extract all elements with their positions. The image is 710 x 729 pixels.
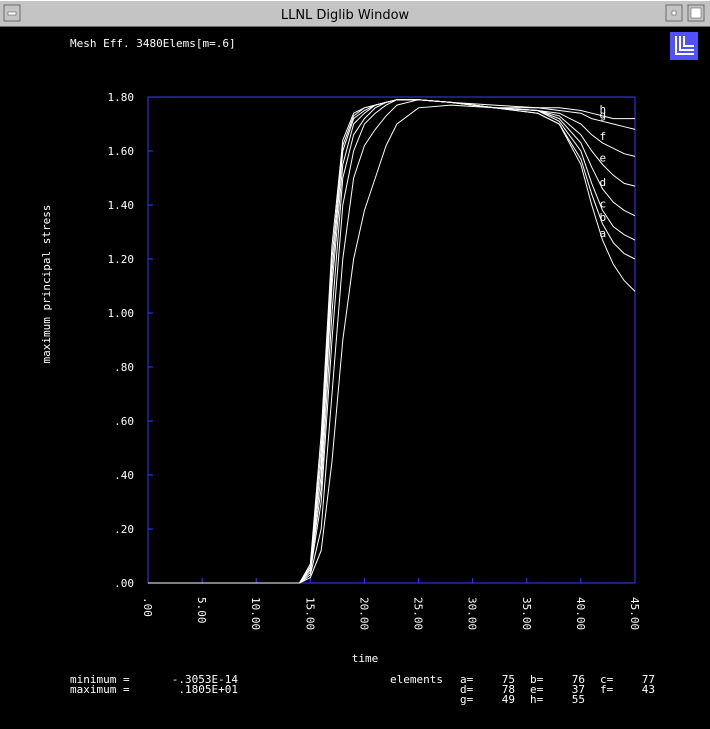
element-count: 55: [572, 693, 585, 706]
series-label: h: [600, 103, 607, 116]
window-title: LLNL Diglib Window: [281, 8, 410, 23]
x-tick-label: 10.00: [249, 597, 262, 630]
series-line: [148, 104, 636, 584]
element-key: e=: [530, 683, 544, 696]
series-label: g: [600, 108, 607, 121]
series-label: d: [600, 176, 607, 189]
plot-frame: [147, 96, 636, 584]
stat-label: minimum =: [70, 673, 130, 686]
element-count: 43: [642, 683, 655, 696]
series-label: c: [600, 197, 607, 210]
x-tick-label: 5.00: [195, 597, 208, 624]
x-axis-label: time: [352, 652, 379, 665]
y-tick-label: 1.00: [108, 307, 135, 320]
stat-value: -.3053E-14: [172, 673, 239, 686]
series-line: [148, 99, 636, 584]
x-tick-label: 40.00: [574, 597, 587, 630]
x-tick-label: 30.00: [466, 597, 479, 630]
x-tick-label: .00: [141, 597, 154, 617]
y-tick-label: 1.60: [108, 145, 135, 158]
llnl-logo: [670, 32, 698, 60]
element-count: 37: [572, 683, 585, 696]
element-key: h=: [530, 693, 544, 706]
stat-label: maximum =: [70, 683, 130, 696]
element-key: g=: [460, 693, 474, 706]
y-tick-label: .60: [114, 415, 134, 428]
x-tick-label: 25.00: [412, 597, 425, 630]
element-key: d=: [460, 683, 474, 696]
y-tick-label: .80: [114, 361, 134, 374]
x-tick-label: 45.00: [628, 597, 641, 630]
x-tick-label: 35.00: [520, 597, 533, 630]
title-bar: LLNL Diglib Window: [0, 0, 710, 27]
element-key: c=: [600, 673, 614, 686]
series-label: a: [600, 227, 607, 240]
element-count: 77: [642, 673, 655, 686]
element-count: 75: [502, 673, 515, 686]
series-label: b: [600, 211, 607, 224]
y-axis-label: maximum principal stress: [40, 205, 53, 364]
x-tick-label: 15.00: [303, 597, 316, 630]
element-key: f=: [600, 683, 614, 696]
chart-title: Mesh Eff. 3480Elems[m=.6]: [70, 37, 236, 50]
y-tick-label: 1.80: [108, 91, 135, 104]
stat-value: .1805E+01: [178, 683, 238, 696]
element-count: 78: [502, 683, 515, 696]
series-line: [148, 99, 635, 584]
y-tick-label: .00: [114, 577, 134, 590]
series-label: e: [600, 152, 607, 165]
element-key: a=: [460, 673, 474, 686]
y-tick-label: 1.20: [108, 253, 135, 266]
series-label: f: [600, 130, 607, 143]
x-tick-label: 20.00: [357, 597, 370, 630]
element-count: 49: [502, 693, 515, 706]
y-tick-label: .20: [114, 523, 134, 536]
y-tick-label: 1.40: [108, 199, 135, 212]
element-key: b=: [530, 673, 544, 686]
y-tick-label: .40: [114, 469, 134, 482]
elements-label: elements: [390, 673, 443, 686]
element-count: 76: [572, 673, 585, 686]
